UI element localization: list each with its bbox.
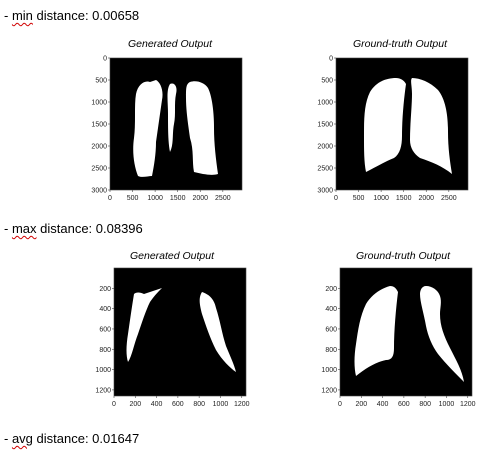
max-distance-text: distance: 0.08396 — [36, 221, 143, 236]
avg-distance-text: distance: 0.01647 — [32, 431, 140, 446]
y-tick-label: 2000 — [317, 144, 333, 151]
panel-title-generated-top: Generated Output — [127, 38, 213, 50]
groundtruth-top-plot: 0 500 1000 1500 2000 2500 3000 0 500 1000 1500 200… — [316, 54, 476, 206]
x-tick-label: 0 — [112, 401, 116, 408]
x-tick-label: 400 — [377, 401, 389, 408]
y-tick-label: 600 — [99, 326, 111, 333]
y-tick-label: 800 — [325, 347, 337, 354]
generated-top-plot: 0 500 1000 1500 2000 2500 3000 0 500 1000 1500 200… — [90, 54, 250, 206]
y-tick-label: 2500 — [317, 166, 333, 173]
x-tick-label: 1200 — [460, 401, 476, 408]
x-tick-label: 400 — [151, 401, 163, 408]
x-tick-label: 2000 — [418, 195, 434, 202]
x-ticks: 0 500 1000 1500 2000 2500 — [334, 190, 457, 202]
x-tick-label: 600 — [172, 401, 184, 408]
y-tick-label: 3000 — [91, 188, 107, 195]
y-tick-label: 1200 — [321, 387, 337, 394]
y-tick-label: 400 — [325, 306, 337, 313]
x-tick-label: 1200 — [234, 401, 250, 408]
y-tick-label: 400 — [99, 306, 111, 313]
min-distance-text: distance: 0.00658 — [32, 8, 140, 23]
y-ticks: 200 400 600 800 1000 1200 — [95, 286, 114, 394]
panel-title-generated-bottom: Generated Output — [129, 250, 215, 262]
y-tick-label: 0 — [329, 56, 333, 63]
min-distance-line: - min distance: 0.00658 — [4, 8, 139, 23]
left-lung-mask — [354, 286, 398, 376]
avg-distance-line: - avg distance: 0.01647 — [4, 431, 139, 446]
y-tick-label: 1000 — [95, 367, 111, 374]
left-lung-mask — [126, 288, 162, 362]
x-tick-label: 800 — [193, 401, 205, 408]
x-tick-label: 2500 — [441, 195, 457, 202]
x-tick-label: 500 — [127, 195, 139, 202]
max-word: max — [11, 221, 37, 236]
x-ticks: 0 200 400 600 800 1000 1200 — [338, 396, 476, 408]
y-tick-label: 1000 — [321, 367, 337, 374]
y-ticks: 200 400 600 800 1000 1200 — [321, 286, 340, 394]
image-area — [110, 58, 242, 190]
y-tick-label: 2000 — [91, 144, 107, 151]
x-tick-label: 1500 — [170, 195, 186, 202]
right-lung-mask — [186, 81, 218, 175]
y-tick-label: 0 — [103, 56, 107, 63]
y-tick-label: 500 — [95, 78, 107, 85]
right-lung-mask — [420, 286, 464, 382]
generated-bottom-plot: 200 400 600 800 1000 1200 0 200 400 600 800 1000 12… — [90, 264, 258, 414]
x-ticks: 0 200 400 600 800 1000 1200 — [112, 396, 250, 408]
x-tick-label: 1000 — [147, 195, 163, 202]
x-tick-label: 500 — [353, 195, 365, 202]
x-tick-label: 1000 — [213, 401, 229, 408]
x-tick-label: 1000 — [373, 195, 389, 202]
groundtruth-bottom-plot: 200 400 600 800 1000 1200 0 200 400 600 800 1000 12… — [316, 264, 484, 414]
y-tick-label: 500 — [321, 78, 333, 85]
avg-word: avg — [11, 431, 33, 446]
panel-title-groundtruth-top: Ground-truth Output — [353, 38, 447, 50]
bullet-prefix: - — [4, 221, 12, 236]
x-tick-label: 2000 — [192, 195, 208, 202]
x-tick-label: 200 — [355, 401, 367, 408]
y-ticks: 0 500 1000 1500 2000 2500 3000 — [317, 56, 336, 195]
x-tick-label: 200 — [129, 401, 141, 408]
y-tick-label: 200 — [99, 286, 111, 293]
max-distance-line: - max distance: 0.08396 — [4, 221, 143, 236]
x-tick-label: 1000 — [439, 401, 455, 408]
y-tick-label: 3000 — [317, 188, 333, 195]
x-tick-label: 800 — [419, 401, 431, 408]
y-tick-label: 1000 — [317, 100, 333, 107]
y-ticks: 0 500 1000 1500 2000 2500 3000 — [91, 56, 110, 195]
x-tick-label: 0 — [108, 195, 112, 202]
y-tick-label: 200 — [325, 286, 337, 293]
y-tick-label: 2500 — [91, 166, 107, 173]
left-lung-mask — [364, 78, 406, 172]
y-tick-label: 800 — [99, 347, 111, 354]
y-tick-label: 1000 — [91, 100, 107, 107]
x-tick-label: 600 — [398, 401, 410, 408]
right-lung-mask — [410, 78, 452, 174]
bullet-prefix: - — [4, 431, 12, 446]
x-tick-label: 1500 — [396, 195, 412, 202]
right-lung-mask — [199, 292, 236, 372]
y-tick-label: 1500 — [317, 122, 333, 129]
x-tick-label: 2500 — [215, 195, 231, 202]
left-lung-mask — [133, 80, 163, 177]
x-ticks: 0 500 1000 1500 2000 2500 — [108, 190, 231, 202]
x-tick-label: 0 — [338, 401, 342, 408]
y-tick-label: 1500 — [91, 122, 107, 129]
x-tick-label: 0 — [334, 195, 338, 202]
panel-title-groundtruth-bottom: Ground-truth Output — [356, 250, 450, 262]
y-tick-label: 1200 — [95, 387, 111, 394]
center-artifact-mask — [167, 83, 177, 152]
y-tick-label: 600 — [325, 326, 337, 333]
min-word: min — [11, 8, 33, 23]
bullet-prefix: - — [4, 8, 12, 23]
